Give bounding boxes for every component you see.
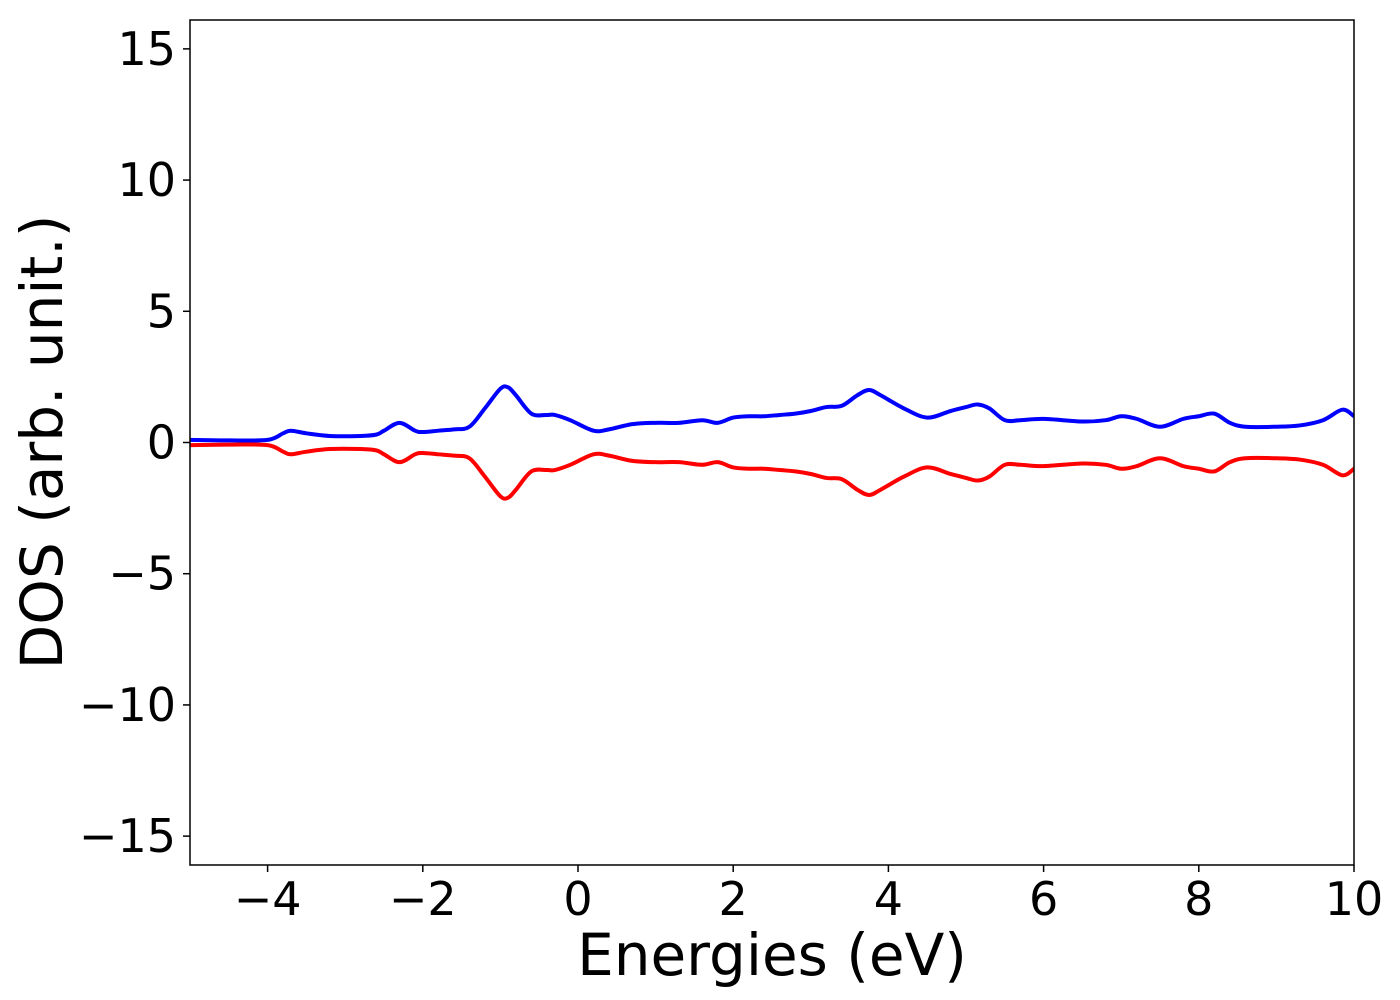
plot-frame bbox=[189, 19, 1355, 866]
x-tick-label: 8 bbox=[1184, 872, 1213, 926]
x-tick-label: 10 bbox=[1325, 872, 1384, 926]
x-axis-title: Energies (eV) bbox=[577, 921, 967, 989]
y-tick-label: 0 bbox=[147, 416, 176, 470]
x-tick-label: 6 bbox=[1029, 872, 1058, 926]
y-tick-label: 10 bbox=[117, 153, 176, 207]
series-line-1 bbox=[190, 442, 1354, 501]
x-tick-label: 4 bbox=[874, 872, 903, 926]
y-tick-label: −15 bbox=[79, 809, 176, 863]
x-tick-label: 0 bbox=[563, 872, 592, 926]
x-tick-label: −4 bbox=[234, 872, 302, 926]
series-line-0 bbox=[190, 384, 1354, 443]
y-axis-title: DOS (arb. unit.) bbox=[8, 215, 76, 670]
y-tick-label: −10 bbox=[79, 678, 176, 732]
y-axis-ticks: 15 10 5 0 −5 −10 −15 bbox=[79, 22, 190, 863]
x-axis-ticks: −4 −2 0 2 4 6 8 10 bbox=[234, 865, 1384, 926]
y-tick-label: −5 bbox=[108, 547, 176, 601]
series-layer bbox=[190, 384, 1354, 501]
x-tick-label: −2 bbox=[389, 872, 457, 926]
x-tick-label: 2 bbox=[719, 872, 748, 926]
y-tick-label: 15 bbox=[117, 22, 176, 76]
y-tick-label: 5 bbox=[147, 284, 176, 338]
